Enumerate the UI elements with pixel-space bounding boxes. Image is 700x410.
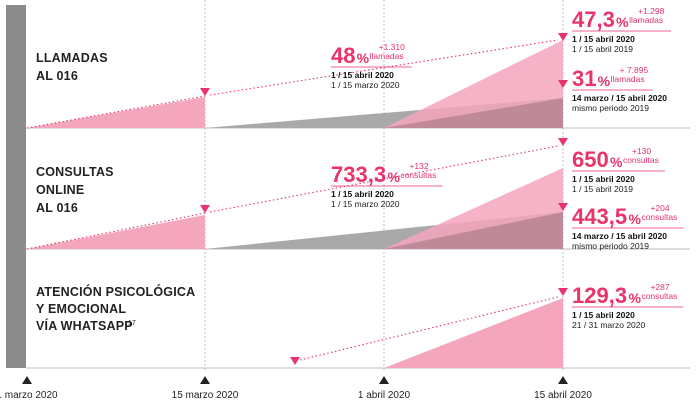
axis-tick-label: 1 marzo 2020 bbox=[0, 390, 58, 401]
callout-percentage: 31 bbox=[572, 66, 596, 91]
row-label: ATENCIÓN PSICOLÓGICA bbox=[36, 284, 195, 299]
callout-percentage: 443,5 bbox=[572, 204, 627, 229]
callout-extra: llamadas bbox=[611, 74, 645, 84]
callout-extra: +1.310 bbox=[379, 42, 406, 52]
callout-period: 1 / 15 abril 2020 bbox=[572, 310, 635, 320]
callout-period: 14 marzo / 15 abril 2020 bbox=[572, 231, 667, 241]
callout-percent-sign: % bbox=[610, 154, 623, 170]
axis-tick-marker bbox=[379, 376, 389, 384]
callout-compare: mismo periodo 2019 bbox=[572, 103, 649, 113]
callout-period: 1 / 15 abril 2020 bbox=[331, 70, 394, 80]
dotted-connector bbox=[299, 296, 559, 361]
callout-percent-sign: % bbox=[628, 290, 641, 306]
callout-percent-sign: % bbox=[387, 169, 400, 185]
callout-extra: consultas bbox=[641, 291, 677, 301]
arrow-marker bbox=[290, 357, 300, 365]
row-label: CONSULTAS bbox=[36, 165, 114, 179]
callout-percent-sign: % bbox=[357, 50, 370, 66]
arrow-marker bbox=[558, 33, 568, 41]
area-row3-april bbox=[384, 298, 563, 368]
callout-percentage: 47,3 bbox=[572, 7, 615, 32]
row-label: AL 016 bbox=[36, 201, 78, 215]
callout-extra: consultas bbox=[400, 170, 436, 180]
callout-compare: 1 / 15 marzo 2020 bbox=[331, 199, 400, 209]
axis-tick-marker bbox=[558, 376, 568, 384]
callout-percentage: 129,3 bbox=[572, 283, 627, 308]
axis-tick-label: 15 abril 2020 bbox=[534, 390, 592, 401]
callout-extra: +1.298 bbox=[638, 6, 665, 16]
axis-tick-label: 1 abril 2020 bbox=[358, 390, 411, 401]
row-label: Y EMOCIONAL bbox=[36, 302, 126, 316]
callout-percent-sign: % bbox=[616, 14, 629, 30]
axis-tick-marker bbox=[200, 376, 210, 384]
footnote-marker: 17 bbox=[128, 320, 136, 327]
arrow-marker bbox=[558, 288, 568, 296]
arrow-marker bbox=[558, 138, 568, 146]
callout-extra: consultas bbox=[623, 155, 659, 165]
callout-extra: +130 bbox=[632, 146, 651, 156]
callout-compare: 21 / 31 marzo 2020 bbox=[572, 320, 646, 330]
callout-percent-sign: % bbox=[628, 211, 641, 227]
row-label: LLAMADAS bbox=[36, 51, 108, 65]
callout-compare: mismo periodo 2019 bbox=[572, 241, 649, 251]
callout-extra: consultas bbox=[641, 212, 677, 222]
row-label: AL 016 bbox=[36, 69, 78, 83]
callout-period: 1 / 15 abril 2020 bbox=[572, 34, 635, 44]
sidebar-bar bbox=[6, 5, 26, 368]
dotted-connector bbox=[209, 145, 559, 213]
callout-extra: +204 bbox=[650, 203, 669, 213]
row-label: ONLINE bbox=[36, 183, 84, 197]
callout-extra: +132 bbox=[409, 161, 428, 171]
row-label: VÍA WHATSAPP bbox=[36, 318, 133, 333]
dotted-connector bbox=[209, 39, 559, 96]
callout-compare: 1 / 15 abril 2019 bbox=[572, 184, 633, 194]
arrow-marker bbox=[558, 80, 568, 88]
arrow-marker bbox=[200, 205, 210, 213]
callout-percent-sign: % bbox=[598, 73, 611, 89]
callout-extra: + 7.895 bbox=[620, 65, 649, 75]
callout-extra: +287 bbox=[650, 282, 669, 292]
axis-tick-label: 15 marzo 2020 bbox=[172, 390, 239, 401]
callout-extra: llamadas bbox=[370, 51, 404, 61]
callout-period: 1 / 15 abril 2020 bbox=[572, 174, 635, 184]
area-row1-overlap bbox=[384, 98, 563, 128]
callout-percentage: 733,3 bbox=[331, 162, 386, 187]
callout-extra: llamadas bbox=[629, 15, 663, 25]
callout-compare: 1 / 15 abril 2019 bbox=[572, 44, 633, 54]
area-row1-march bbox=[27, 97, 205, 128]
arrow-marker bbox=[200, 88, 210, 96]
area-row2-march bbox=[27, 215, 205, 249]
axis-tick-marker bbox=[22, 376, 32, 384]
area-row2-overlap bbox=[384, 212, 563, 249]
callout-percentage: 48 bbox=[331, 43, 355, 68]
callout-percentage: 650 bbox=[572, 147, 609, 172]
arrow-marker bbox=[558, 203, 568, 211]
callout-compare: 1 / 15 marzo 2020 bbox=[331, 80, 400, 90]
callout-period: 1 / 15 abril 2020 bbox=[331, 189, 394, 199]
callout-period: 14 marzo / 15 abril 2020 bbox=[572, 93, 667, 103]
